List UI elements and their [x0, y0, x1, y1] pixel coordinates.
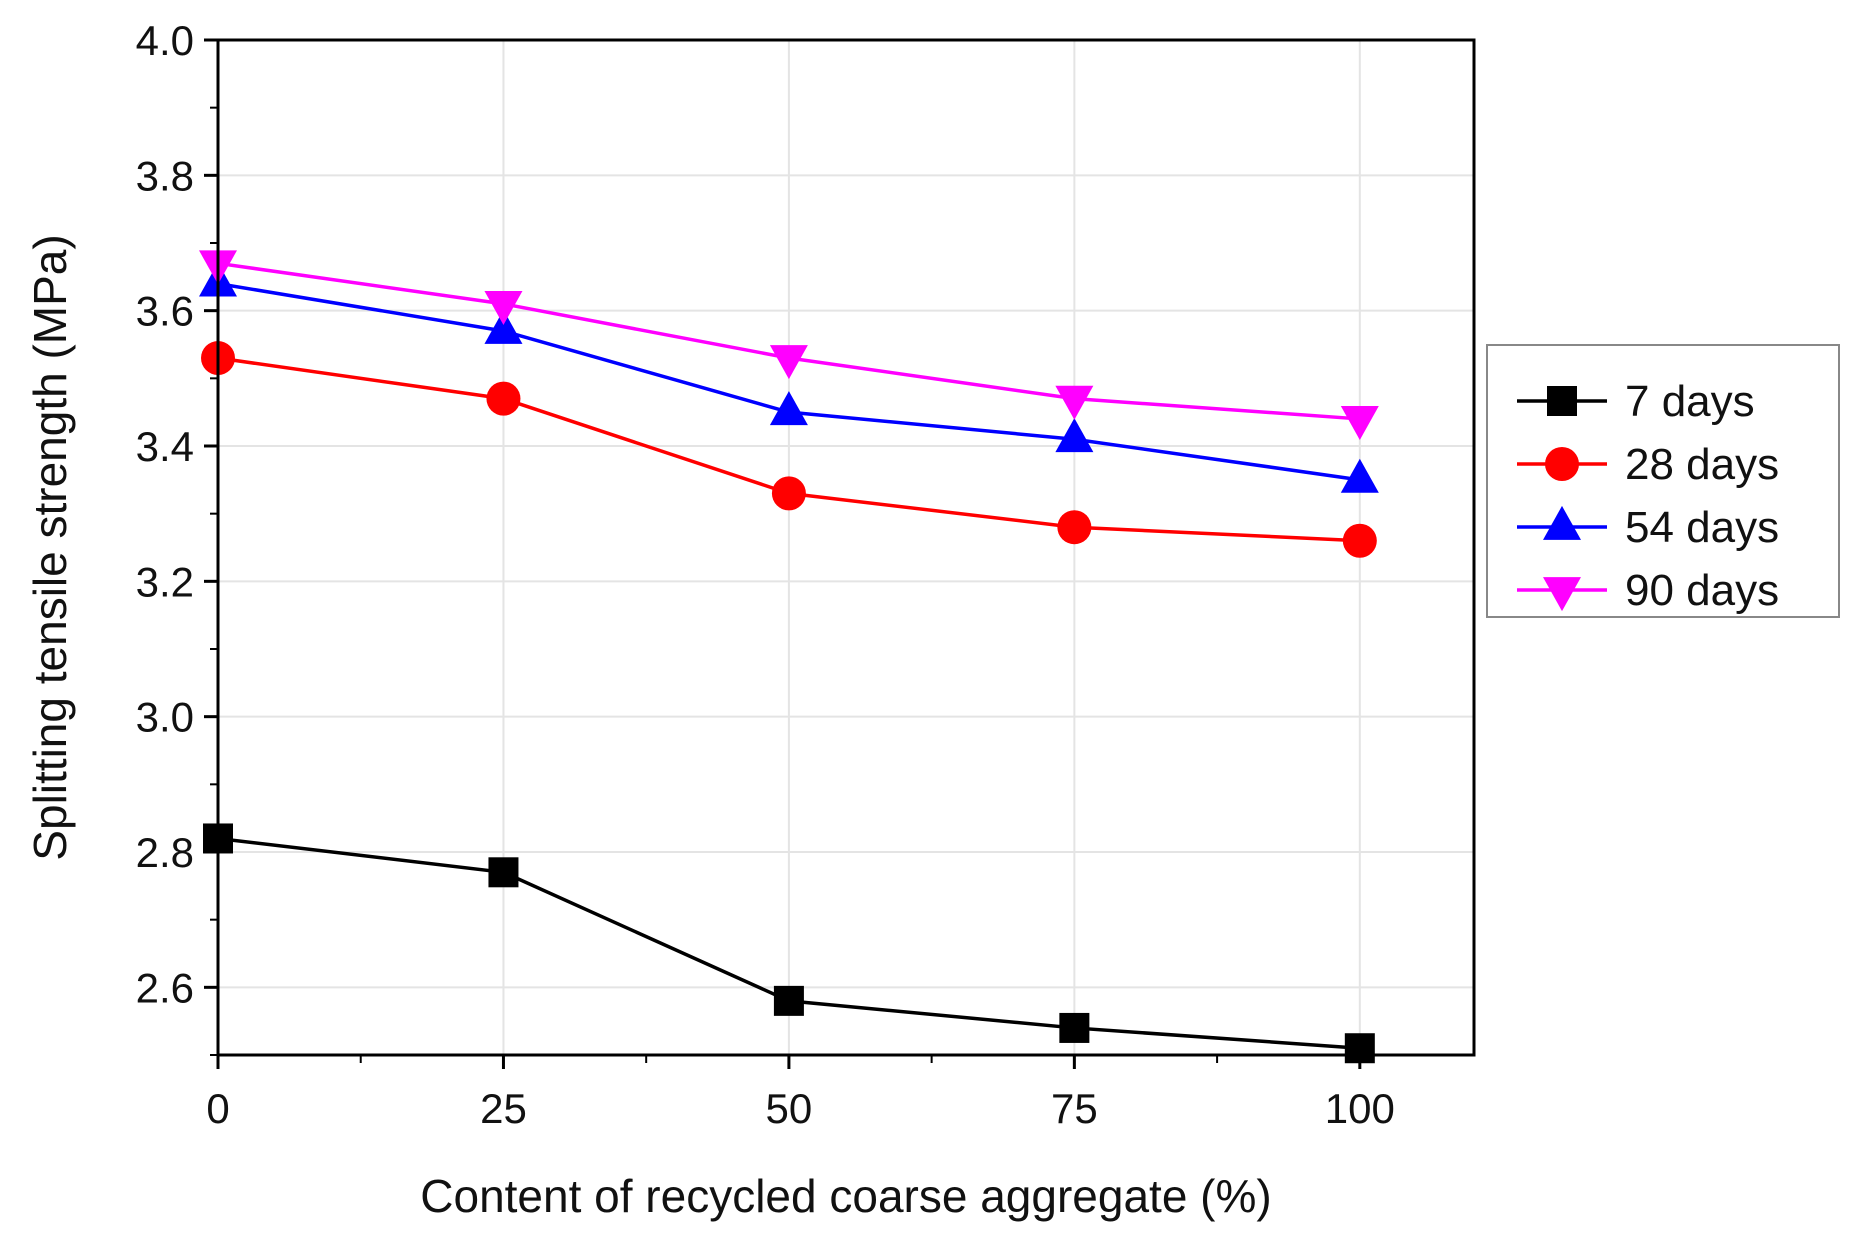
- x-tick-label: 0: [206, 1085, 229, 1132]
- y-tick-label: 3.2: [136, 558, 194, 605]
- data-point: [1057, 510, 1092, 545]
- y-tick-label: 3.0: [136, 694, 194, 741]
- series-7-days: [203, 823, 1375, 1064]
- data-point: [1055, 385, 1094, 420]
- data-point: [1059, 1012, 1090, 1043]
- y-tick-label: 2.6: [136, 964, 194, 1011]
- plot-frame: [216, 38, 1476, 1057]
- x-tick-label: 75: [1051, 1085, 1098, 1132]
- y-tick-label: 2.8: [136, 829, 194, 876]
- legend-item: 7 days: [1517, 377, 1755, 426]
- x-axis-title: Content of recycled coarse aggregate (%): [420, 1170, 1271, 1222]
- legend-item: 28 days: [1517, 440, 1779, 489]
- legend-marker: [1545, 447, 1579, 481]
- data-point: [1340, 458, 1379, 493]
- x-tick-label: 25: [480, 1085, 527, 1132]
- y-tick-label: 3.6: [136, 288, 194, 335]
- legend-marker: [1547, 386, 1577, 416]
- data-point: [484, 290, 523, 325]
- y-tick-label: 3.8: [136, 152, 194, 199]
- x-tick-label: 100: [1325, 1085, 1395, 1132]
- y-tick-label: 4.0: [136, 17, 194, 64]
- legend-box: [1486, 344, 1840, 618]
- data-point: [486, 381, 521, 416]
- legend-marker: [1543, 505, 1581, 540]
- data-point: [1342, 523, 1377, 558]
- legend: 7 days 28 days 54 days 90 days: [1486, 344, 1840, 618]
- data-point: [769, 391, 808, 426]
- legend-label: 54 days: [1625, 503, 1779, 552]
- grid: [217, 39, 1474, 1055]
- legend-marker: [1543, 577, 1581, 612]
- legend-label: 28 days: [1625, 440, 1779, 489]
- legend-label: 7 days: [1625, 377, 1755, 426]
- data-point: [773, 985, 804, 1016]
- data-point: [1055, 418, 1094, 453]
- y-axis-title: Splitting tensile strength (MPa): [24, 234, 76, 860]
- series-90-days: [199, 250, 1379, 441]
- data-point: [771, 476, 806, 511]
- legend-item: 54 days: [1517, 503, 1779, 552]
- data-point: [488, 857, 519, 888]
- y-tick-label: 3.4: [136, 423, 194, 470]
- legend-label: 90 days: [1625, 566, 1779, 615]
- axes: 0 25 50 75 100 2.6 2.8 3.0 3.2 3.4 3.6 3.8 4.0: [136, 17, 1395, 1132]
- data-point: [484, 309, 523, 344]
- x-tick-label: 50: [766, 1085, 813, 1132]
- data-point: [769, 345, 808, 380]
- data-point: [1340, 406, 1379, 441]
- legend-item: 90 days: [1517, 566, 1779, 615]
- series-layer: [199, 250, 1379, 1064]
